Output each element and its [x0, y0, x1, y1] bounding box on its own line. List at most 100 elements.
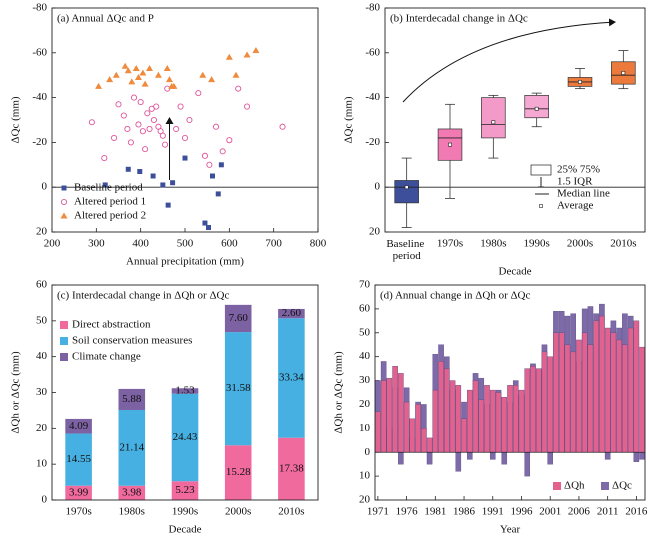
legend-swatch [553, 482, 561, 490]
y-axis-label: ΔQh or ΔQc (mm) [333, 351, 345, 434]
y-tick-label: 50 [36, 314, 48, 326]
point [121, 62, 129, 69]
bar [403, 401, 410, 453]
point [177, 103, 184, 110]
y-axis-label: ΔQh or ΔQc (mm) [10, 351, 22, 434]
bar-segment [118, 409, 146, 486]
legend-label: Altered period 1 [74, 196, 146, 208]
x-tick-label: 500 [177, 238, 194, 250]
x-axis-label: Year [500, 524, 521, 536]
y-tick-label: -40 [365, 91, 380, 103]
point [244, 103, 251, 110]
y-tick-label: -60 [365, 46, 380, 58]
bar-segment [171, 393, 199, 482]
y-tick-label: -20 [365, 136, 380, 148]
bar [444, 368, 450, 453]
bar [489, 452, 496, 460]
bar [467, 452, 473, 460]
x-tick-label: 2000s [225, 506, 251, 518]
bar [639, 346, 645, 453]
y-tick-label: 50 [359, 326, 371, 338]
point [208, 76, 216, 83]
data-label: 4.09 [69, 420, 89, 432]
bar [415, 404, 421, 453]
x-tick-label: 1980s [480, 238, 506, 250]
point [112, 71, 120, 78]
point [128, 78, 136, 85]
point [134, 73, 142, 80]
bar [604, 327, 611, 453]
bar [432, 389, 439, 453]
legend-label: Average [557, 200, 594, 212]
legend-label: Altered period 2 [74, 210, 146, 222]
point [195, 90, 202, 97]
point [102, 182, 108, 188]
y-tick-label: -20 [32, 136, 47, 148]
bar [438, 361, 444, 453]
point [186, 116, 193, 124]
point [101, 155, 108, 162]
bar [547, 452, 553, 465]
bar [593, 320, 599, 453]
y-tick-label: -80 [365, 2, 380, 14]
point [124, 67, 132, 74]
x-tick-label: 700 [265, 238, 282, 250]
bar [421, 428, 427, 453]
bar [392, 366, 398, 453]
x-tick-label: 1971 [367, 506, 389, 518]
bar [478, 399, 485, 453]
y-tick-label: 20 [36, 422, 48, 434]
y-tick-label: 70 [359, 279, 371, 291]
x-tick-label: 1976 [396, 506, 419, 518]
point [199, 71, 207, 78]
legend-swatch [60, 337, 68, 345]
point [95, 82, 103, 89]
bar-segment [118, 388, 146, 410]
data-label: 17.38 [279, 462, 304, 474]
bar [501, 452, 508, 465]
data-label: 2.60 [282, 307, 302, 319]
bar [461, 418, 467, 453]
x-tick-label-line: period [393, 250, 422, 262]
x-tick-label: 600 [221, 238, 238, 250]
bar [398, 373, 404, 453]
bar [386, 377, 393, 453]
bar [627, 327, 634, 453]
point [182, 155, 188, 161]
point [235, 85, 242, 92]
x-tick-label: 200 [44, 238, 61, 250]
bar-segment [65, 418, 92, 434]
bar-segment [118, 485, 146, 500]
data-label: 33.34 [279, 372, 304, 384]
x-tick-label: 2010s [278, 506, 304, 518]
bar [467, 389, 473, 453]
point [124, 125, 131, 133]
y-tick-label: 0 [375, 181, 381, 193]
point [206, 161, 213, 168]
y-axis-label: ΔQc (mm) [343, 96, 355, 143]
bar-segment [171, 388, 199, 394]
plot-frame [51, 284, 319, 501]
x-tick-label: 1970s [65, 506, 91, 518]
y-tick-label: 20 [369, 226, 381, 238]
bar [587, 344, 594, 453]
panel-title: (b) Interdecadal change in ΔQc [390, 13, 528, 25]
bar [380, 380, 387, 453]
bar-segment [224, 304, 252, 333]
point [141, 80, 149, 87]
x-tick-label: 400 [132, 238, 149, 250]
point [170, 180, 176, 186]
point [243, 51, 251, 58]
bar-segment [65, 485, 92, 500]
point [150, 173, 156, 179]
trend-arrow [402, 18, 616, 103]
bar [409, 418, 416, 453]
data-label: 5.88 [122, 393, 142, 405]
point [125, 166, 131, 172]
bar-segment [278, 308, 305, 319]
point [218, 162, 224, 168]
bar [558, 332, 565, 453]
y-tick-label: 20 [359, 494, 371, 506]
x-tick-label: 1980s [119, 506, 145, 518]
point [252, 47, 260, 54]
